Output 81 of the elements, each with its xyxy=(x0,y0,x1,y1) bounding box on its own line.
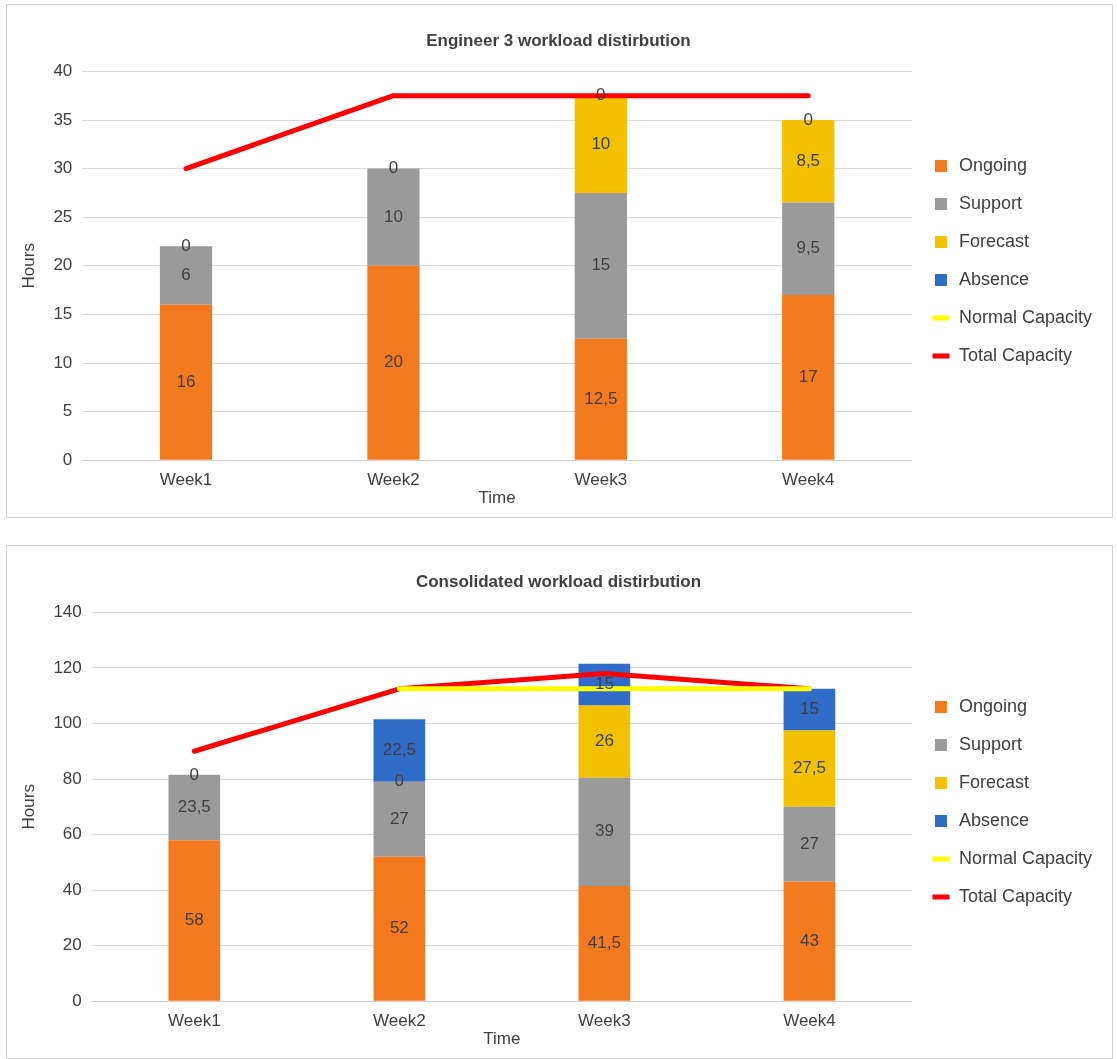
y-tick-label: 5 xyxy=(62,401,73,421)
y-tick-label: 140 xyxy=(53,602,82,622)
legend-label: Total Capacity xyxy=(958,344,1073,365)
y-tick-label: 60 xyxy=(62,824,82,844)
data-label: 9,5 xyxy=(796,238,821,258)
data-label: 22,5 xyxy=(382,740,416,760)
data-label: 10 xyxy=(383,206,403,226)
legend-label: Ongoing xyxy=(958,154,1028,175)
data-label: 12,5 xyxy=(584,388,618,408)
legend-label: Support xyxy=(958,733,1023,754)
x-tick-label: Week2 xyxy=(367,470,420,490)
y-tick-label: 10 xyxy=(53,352,73,372)
data-label: 26 xyxy=(594,731,614,751)
bar xyxy=(782,294,835,460)
legend-label: Support xyxy=(958,192,1023,213)
legend-label: Ongoing xyxy=(958,695,1028,716)
data-label: 8,5 xyxy=(796,151,821,170)
bar xyxy=(782,202,835,295)
bar xyxy=(578,777,631,886)
data-label: 17 xyxy=(798,367,818,387)
data-label: 10 xyxy=(591,133,611,153)
x-axis-title: Time xyxy=(478,488,516,508)
x-tick-label: Week1 xyxy=(167,1011,221,1031)
x-axis-title: Time xyxy=(483,1029,521,1049)
chart-title: Engineer 3 workload distirbution xyxy=(426,30,691,50)
legend-label: Total Capacity xyxy=(958,885,1073,906)
bar xyxy=(783,806,836,882)
y-tick-label: 30 xyxy=(53,158,73,178)
data-label: 27 xyxy=(389,808,409,828)
data-label: 0 xyxy=(394,771,405,791)
data-label: 43 xyxy=(799,930,819,950)
y-tick-label: 25 xyxy=(53,206,73,226)
bar xyxy=(367,265,420,460)
bar xyxy=(783,730,836,807)
y-tick-label: 35 xyxy=(53,109,73,129)
y-tick-label: 40 xyxy=(62,879,82,899)
y-tick-label: 100 xyxy=(53,713,82,733)
legend-label: Absence xyxy=(958,268,1030,289)
y-tick-label: 20 xyxy=(62,935,82,955)
y-axis-title: Hours xyxy=(18,243,38,289)
y-tick-label: 15 xyxy=(53,304,73,324)
x-tick-label: Week3 xyxy=(578,1011,631,1031)
data-label: 15 xyxy=(799,699,819,719)
data-label: 27 xyxy=(799,833,819,853)
data-label: 6 xyxy=(181,265,191,285)
legend-label: Normal Capacity xyxy=(958,306,1093,327)
chart-title: Consolidated workload distirbution xyxy=(415,571,702,591)
x-tick-label: Week4 xyxy=(781,470,835,490)
data-label: 58 xyxy=(184,910,204,930)
bar xyxy=(578,705,631,778)
y-tick-label: 40 xyxy=(53,61,73,81)
bar xyxy=(168,840,221,1001)
y-tick-label: 120 xyxy=(53,657,82,677)
bar xyxy=(783,881,836,1001)
bar xyxy=(373,856,426,1001)
y-tick-label: 0 xyxy=(72,990,82,1010)
x-tick-label: Week3 xyxy=(574,470,628,490)
data-label: 52 xyxy=(389,918,409,938)
y-tick-label: 0 xyxy=(62,449,73,469)
data-label: 27,5 xyxy=(792,758,826,778)
data-label: 16 xyxy=(176,371,196,391)
legend-label: Forecast xyxy=(958,771,1029,792)
x-tick-label: Week2 xyxy=(373,1011,426,1031)
legend-label: Absence xyxy=(958,809,1030,830)
data-label: 23,5 xyxy=(177,797,211,817)
data-label: 41,5 xyxy=(587,933,621,953)
legend-label: Forecast xyxy=(958,230,1029,251)
data-label: 39 xyxy=(594,821,614,841)
x-tick-label: Week4 xyxy=(783,1011,836,1031)
bar xyxy=(574,192,627,339)
y-axis-title: Hours xyxy=(18,784,38,830)
y-tick-label: 80 xyxy=(62,768,82,788)
bar xyxy=(159,304,213,460)
bar xyxy=(578,885,631,1001)
data-label: 0 xyxy=(189,764,200,784)
x-tick-label: Week1 xyxy=(159,470,213,490)
data-label: 15 xyxy=(591,255,611,275)
legend-label: Normal Capacity xyxy=(958,847,1093,868)
data-label: 20 xyxy=(383,352,403,372)
y-tick-label: 20 xyxy=(53,255,73,275)
bar xyxy=(574,338,627,460)
